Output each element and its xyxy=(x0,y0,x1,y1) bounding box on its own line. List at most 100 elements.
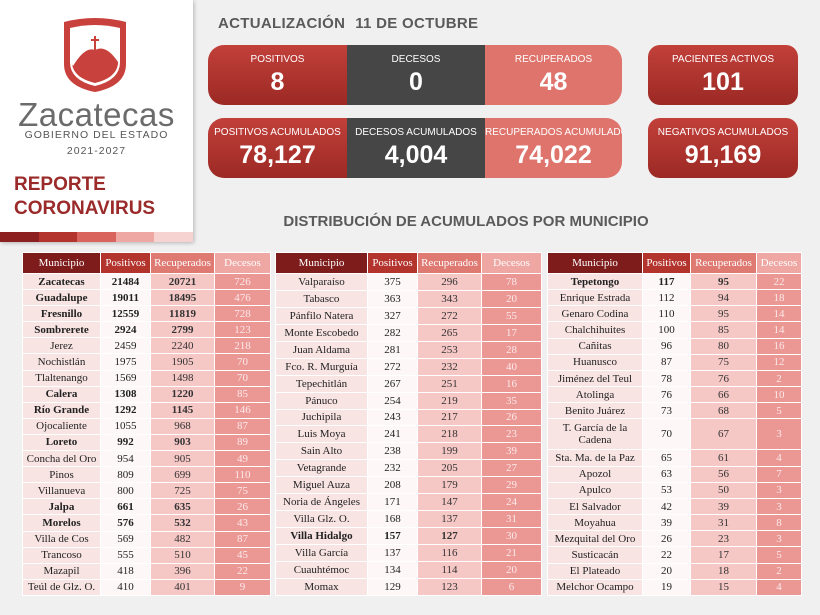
cell-value: 251 xyxy=(417,374,482,393)
cell-value: 21484 xyxy=(100,272,151,291)
municipality: Villa Hidalgo xyxy=(275,527,368,545)
brand: Zacatecas xyxy=(18,96,175,133)
cell-value: 3 xyxy=(756,481,802,499)
stat-value: 8 xyxy=(270,68,285,96)
municipality: Ojocaliente xyxy=(22,417,101,435)
municipality: Jiménez del Teul xyxy=(547,369,643,388)
cell-value: 123 xyxy=(214,321,271,339)
cell-value: 110 xyxy=(214,466,271,484)
stat-box: POSITIVOS ACUMULADOS 78,127 xyxy=(208,118,347,178)
cell-value: 73 xyxy=(642,402,691,420)
cell-value: 85 xyxy=(214,385,271,403)
table-row: Momax 129 123 6 xyxy=(275,577,542,597)
column-header: Decesos xyxy=(756,252,802,274)
table-row: Calera 1308 1220 85 xyxy=(22,385,271,403)
cell-value: 100 xyxy=(642,321,691,339)
stat-box: POSITIVOS 8 xyxy=(208,45,347,105)
cell-value: 129 xyxy=(367,577,418,597)
table-row: Jerez 2459 2240 218 xyxy=(22,337,271,355)
table-row: Pánuco 254 219 35 xyxy=(275,391,542,410)
cell-value: 21 xyxy=(481,544,542,562)
cell-value: 254 xyxy=(367,391,418,410)
cell-value: 219 xyxy=(417,391,482,410)
column-header: Positivos xyxy=(367,252,418,274)
cell-value: 5 xyxy=(756,546,802,564)
municipality: Susticacán xyxy=(547,546,643,564)
cell-value: 2 xyxy=(756,562,802,580)
table-row: Loreto 992 903 89 xyxy=(22,433,271,452)
cell-value: 87 xyxy=(642,353,691,371)
cell-value: 116 xyxy=(417,544,482,562)
cell-value: 137 xyxy=(367,544,418,562)
stat-label: DECESOS ACUMULADOS xyxy=(355,127,477,138)
table-row: Tepechitlán 267 251 16 xyxy=(275,374,542,393)
table-row: Luis Moya 241 218 23 xyxy=(275,425,542,444)
stat-label: DECESOS xyxy=(391,54,441,65)
cell-value: 157 xyxy=(367,527,418,545)
column-header: Decesos xyxy=(214,252,271,274)
cell-value: 95 xyxy=(690,272,757,291)
table-row: Genaro Codina 110 95 14 xyxy=(547,305,802,323)
stat-box: DECESOS ACUMULADOS 4,004 xyxy=(347,118,485,178)
table-row: Juchipila 243 217 26 xyxy=(275,408,542,427)
cell-value: 968 xyxy=(150,417,215,435)
table-row: Noria de Ángeles 171 147 24 xyxy=(275,493,542,512)
cell-value: 45 xyxy=(214,546,271,564)
municipality: Juan Aldama xyxy=(275,340,368,359)
cell-value: 127 xyxy=(417,527,482,545)
cell-value: 5 xyxy=(756,402,802,420)
cell-value: 147 xyxy=(417,493,482,512)
municipality: Miguel Auza xyxy=(275,476,368,495)
table-row: Villa Hidalgo 157 127 30 xyxy=(275,527,542,545)
table-row: Sta. Ma. de la Paz 65 61 4 xyxy=(547,449,802,467)
cell-value: 66 xyxy=(690,386,757,404)
municipality: Benito Juárez xyxy=(547,402,643,420)
municipality: Chalchihuites xyxy=(547,321,643,339)
municipality: Atolinga xyxy=(547,386,643,404)
cell-value: 78 xyxy=(481,273,542,291)
column-header: Municipio xyxy=(547,252,643,274)
municipality: Loreto xyxy=(22,433,101,452)
table-row: El Salvador 42 39 3 xyxy=(547,497,802,516)
cell-value: 94 xyxy=(690,289,757,307)
table-row: Río Grande 1292 1145 146 xyxy=(22,401,271,419)
cell-value: 282 xyxy=(367,323,418,342)
municipality: Melchor Ocampo xyxy=(547,578,643,597)
table-row: Apulco 53 50 3 xyxy=(547,481,802,499)
cell-value: 218 xyxy=(214,337,271,355)
update-date: 11 DE OCTUBRE xyxy=(355,15,479,32)
cell-value: 23 xyxy=(690,530,757,548)
table-row: Vetagrande 232 205 27 xyxy=(275,459,542,478)
cell-value: 7 xyxy=(756,465,802,483)
cell-value: 65 xyxy=(642,449,691,467)
table-row: Tabasco 363 343 20 xyxy=(275,289,542,308)
stat-box: DECESOS 0 xyxy=(347,45,485,105)
cell-value: 241 xyxy=(367,425,418,444)
cell-value: 20 xyxy=(642,562,691,580)
municipality: Teúl de Glz. O. xyxy=(22,578,101,597)
cell-value: 14 xyxy=(756,321,802,339)
municipality: Tabasco xyxy=(275,289,368,308)
cell-value: 569 xyxy=(100,530,151,548)
cell-value: 179 xyxy=(417,476,482,495)
municipality: Río Grande xyxy=(22,401,101,419)
column-header: Decesos xyxy=(481,252,542,274)
municipality: El Plateado xyxy=(547,562,643,580)
cell-value: 725 xyxy=(150,482,215,500)
cell-value: 1905 xyxy=(150,353,215,371)
cell-value: 75 xyxy=(690,353,757,371)
cell-value: 18 xyxy=(756,289,802,307)
municipality: Fco. R. Murguía xyxy=(275,357,368,376)
cell-value: 80 xyxy=(690,337,757,355)
period: 2021-2027 xyxy=(66,145,127,157)
municipality: Tlaltenango xyxy=(22,369,101,387)
cell-value: 76 xyxy=(642,386,691,404)
cell-value: 1498 xyxy=(150,369,215,387)
table-row: Enrique Estrada 112 94 18 xyxy=(547,289,802,307)
cell-value: 75 xyxy=(214,482,271,500)
cell-value: 70 xyxy=(214,369,271,387)
cell-value: 238 xyxy=(367,442,418,461)
municipality: Fresnillo xyxy=(22,305,101,323)
cell-value: 42 xyxy=(642,497,691,516)
